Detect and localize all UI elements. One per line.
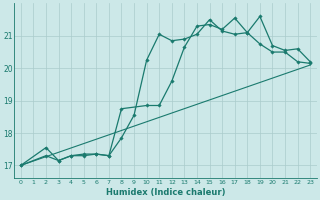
X-axis label: Humidex (Indice chaleur): Humidex (Indice chaleur) bbox=[106, 188, 225, 197]
